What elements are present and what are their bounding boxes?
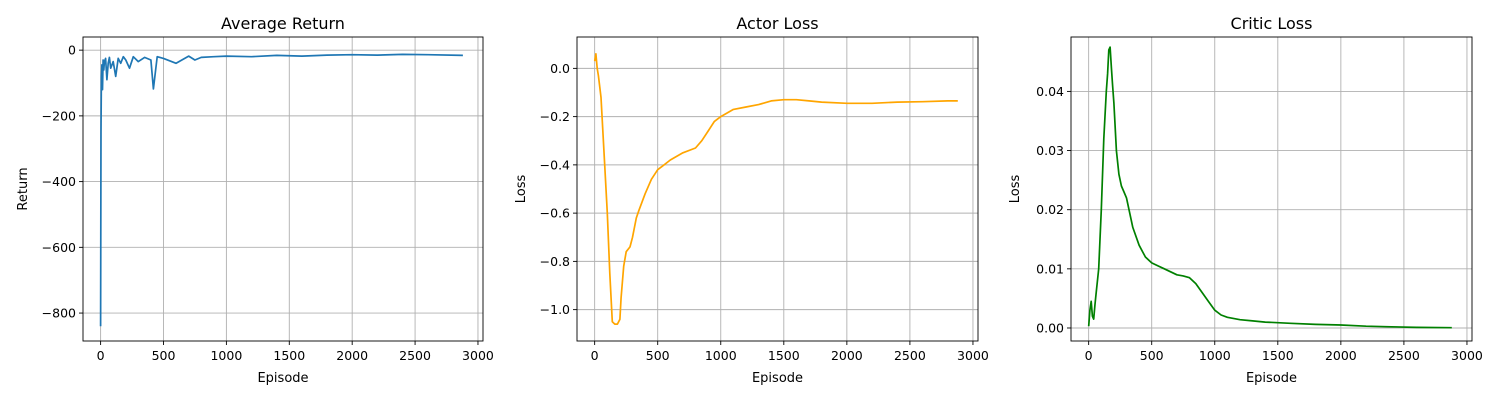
plot-frame [82, 36, 484, 342]
chart-title: Critic Loss [1231, 14, 1313, 33]
subplot-actor-loss: 0 500 1000 1500 2000 2500 3000 −1.0 −0.8 −0.6 −0.… [514, 14, 989, 386]
y-tick-label: 0.0 [550, 61, 570, 76]
x-axis-label: Episode [257, 371, 308, 386]
y-axis-label: Loss [1008, 175, 1023, 204]
y-tick-label: −1.0 [540, 302, 570, 317]
x-tick-label: 1000 [705, 348, 737, 363]
y-tick-label: −200 [42, 108, 76, 123]
y-tick-label: −800 [42, 306, 76, 321]
y-tick-label: −0.4 [540, 157, 570, 172]
x-tick-label: 2500 [1388, 348, 1420, 363]
plot-frame [576, 36, 979, 342]
subplot-critic-loss: 0 500 1000 1500 2000 2500 3000 0.00 0.01 0.02 0.0… [1008, 14, 1483, 386]
x-tick-label: 2000 [1325, 348, 1357, 363]
chart-title: Actor Loss [736, 14, 818, 33]
x-tick-label: 3000 [462, 348, 494, 363]
series-line [1087, 46, 1452, 329]
x-tick-label: 3000 [957, 348, 989, 363]
x-tick-label: 0 [97, 348, 105, 363]
y-tick-label: 0.02 [1036, 202, 1064, 217]
x-tick-label: 0 [591, 348, 599, 363]
y-tick-label: 0 [68, 43, 76, 58]
x-tick-label: 500 [646, 348, 670, 363]
x-tick-label: 2500 [399, 348, 431, 363]
plot-frame [1070, 36, 1473, 342]
y-tick-label: −600 [42, 240, 76, 255]
x-tick-label: 1500 [768, 348, 800, 363]
y-axis-label: Loss [514, 175, 529, 204]
series-line [593, 53, 958, 325]
x-axis-label: Episode [1246, 371, 1297, 386]
y-axis-label: Return [16, 167, 31, 210]
y-tick-label: 0.00 [1036, 320, 1064, 335]
y-tick-label: −0.6 [540, 206, 570, 221]
x-axis-label: Episode [752, 371, 803, 386]
y-tick-label: 0.03 [1036, 143, 1064, 158]
x-tick-label: 3000 [1451, 348, 1483, 363]
y-tick-label: −0.8 [540, 254, 570, 269]
y-tick-label: −400 [42, 174, 76, 189]
series-line [99, 53, 463, 327]
subplot-average-return: 0 500 1000 1500 2000 2500 3000 −800 −600 −400 −20… [16, 14, 494, 386]
x-tick-label: 2000 [831, 348, 863, 363]
x-tick-label: 0 [1085, 348, 1093, 363]
x-tick-label: 2500 [894, 348, 926, 363]
x-tick-label: 500 [1140, 348, 1164, 363]
x-tick-label: 2000 [336, 348, 368, 363]
x-tick-label: 500 [152, 348, 176, 363]
x-tick-label: 1500 [273, 348, 305, 363]
chart-title: Average Return [221, 14, 345, 33]
x-tick-label: 1500 [1262, 348, 1294, 363]
y-tick-label: 0.04 [1036, 84, 1064, 99]
y-tick-label: 0.01 [1036, 261, 1064, 276]
x-tick-label: 1000 [210, 348, 242, 363]
y-tick-label: −0.2 [540, 109, 570, 124]
x-tick-label: 1000 [1199, 348, 1231, 363]
